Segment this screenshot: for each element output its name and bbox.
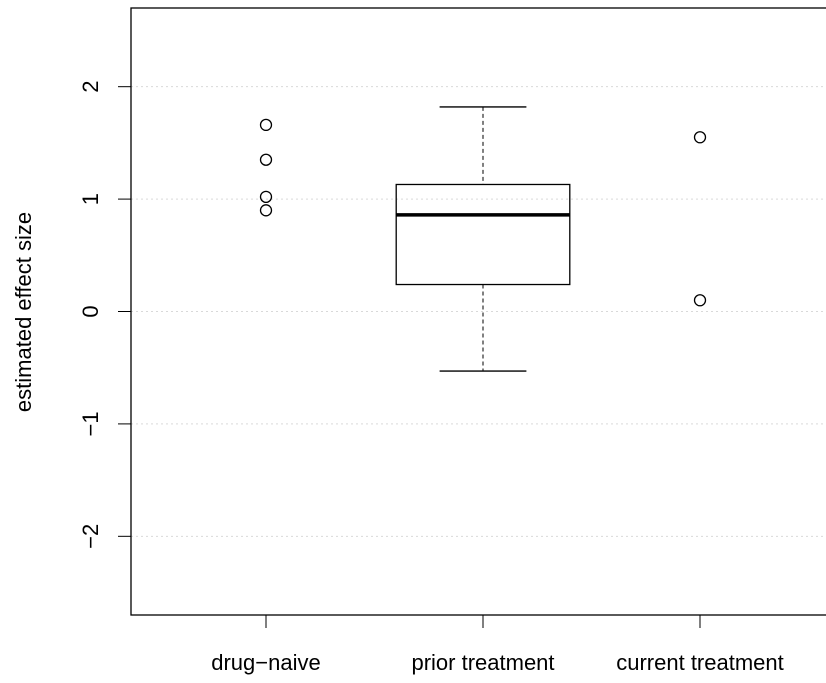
y-tick-label: 1 (78, 193, 103, 205)
plot-frame (130, 7, 826, 616)
x-tick-label: current treatment (616, 650, 784, 675)
outlier-point (693, 294, 707, 307)
y-tick-label: −2 (78, 524, 103, 549)
outlier-point (259, 153, 273, 166)
outlier-point (693, 131, 707, 144)
x-tick-label: prior treatment (411, 650, 554, 675)
y-tick-label: −1 (78, 411, 103, 436)
box (395, 183, 571, 286)
y-tick-label: 2 (78, 81, 103, 93)
y-tick-label: 0 (78, 305, 103, 317)
x-tick-label: drug−naive (211, 650, 320, 675)
outlier-point (259, 204, 273, 217)
outlier-point (259, 190, 273, 203)
y-axis-label: estimated effect size (11, 212, 36, 412)
outlier-point (259, 118, 273, 132)
